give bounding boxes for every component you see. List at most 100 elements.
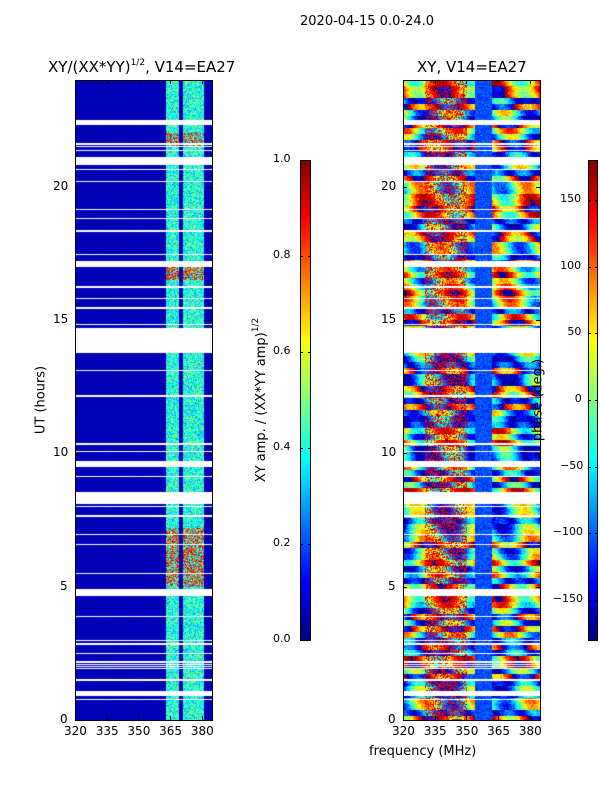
colorbar-tick-label: 50: [567, 325, 582, 339]
y-tick-mark-right: [208, 186, 212, 188]
x-tick-mark-top: [106, 80, 108, 84]
phase-colorbar-label: phase (deg.): [530, 358, 546, 442]
colorbar-tick-mark: [595, 200, 598, 201]
colorbar-tick-label: 0.0: [273, 632, 291, 645]
y-tick-mark: [75, 320, 79, 321]
x-tick-mark-top: [529, 80, 531, 84]
colorbar-tick-mark: [588, 400, 591, 401]
colorbar-tick-label: −50: [560, 458, 584, 472]
x-tick-mark: [106, 716, 108, 720]
y-tick-label: 15: [381, 312, 397, 326]
y-tick-mark: [75, 720, 79, 721]
right-axes-frame: [403, 80, 541, 721]
x-tick-label: 365: [487, 724, 511, 738]
x-tick-mark-top: [403, 80, 404, 84]
colorbar-tick-label: 0.6: [273, 344, 291, 357]
colorbar-tick-mark: [300, 544, 303, 545]
phase-heatmap: [403, 80, 540, 720]
phase-colorbar: [588, 160, 598, 640]
right-plot-title: XY, V14=EA27: [417, 58, 527, 76]
x-tick-mark: [138, 716, 140, 720]
x-tick-mark: [75, 716, 76, 720]
colorbar-tick-mark: [588, 466, 591, 468]
amplitude-colorbar-frame: [300, 160, 311, 641]
left-ylabel: UT (hours): [33, 365, 49, 435]
y-tick-mark-right: [536, 320, 540, 321]
x-tick-mark-top: [170, 80, 172, 84]
x-tick-mark-top: [466, 80, 468, 84]
x-tick-label: 335: [95, 724, 119, 738]
colorbar-tick-mark: [588, 200, 591, 201]
colorbar-tick-mark: [588, 533, 591, 535]
y-tick-mark: [403, 586, 407, 588]
x-tick-label: 380: [190, 724, 214, 738]
y-tick-label: 15: [53, 312, 69, 326]
y-tick-label: 20: [381, 178, 397, 193]
x-tick-label: 380: [518, 724, 542, 738]
x-tick-mark: [201, 716, 203, 720]
x-tick-mark: [498, 716, 500, 720]
y-tick-mark: [403, 453, 407, 455]
colorbar-tick-mark: [588, 266, 591, 268]
cb0-label-sup: 1/2: [251, 317, 261, 333]
y-tick-mark-right: [536, 453, 540, 455]
colorbar-tick-mark: [308, 544, 311, 545]
y-tick-label: 20: [53, 178, 69, 193]
colorbar-tick-mark: [308, 448, 311, 449]
colorbar-tick-mark: [300, 448, 303, 449]
x-tick-label: 350: [455, 724, 479, 738]
suptitle: 2020-04-15 0.0-24.0: [300, 14, 434, 29]
left-axes-frame: [75, 80, 213, 721]
colorbar-tick-mark: [308, 160, 311, 161]
colorbar-tick-mark: [595, 266, 598, 268]
colorbar-tick-mark: [588, 333, 591, 335]
colorbar-tick-mark: [300, 352, 303, 353]
x-tick-label: 320: [392, 724, 415, 738]
y-tick-mark: [403, 720, 407, 721]
left-title-sup: 1/2: [130, 58, 146, 68]
colorbar-tick-label: 100: [560, 258, 582, 272]
left-title-main: XY/(XX*YY): [48, 58, 131, 76]
colorbar-tick-mark: [308, 352, 311, 353]
left-title-rest: , V14=EA27: [145, 58, 236, 76]
x-tick-mark: [170, 716, 172, 720]
xlabel: frequency (MHz): [369, 744, 477, 759]
x-tick-mark: [403, 716, 404, 720]
colorbar-tick-label: 1.0: [273, 152, 291, 165]
y-tick-mark: [75, 186, 79, 188]
colorbar-tick-label: −100: [552, 525, 584, 539]
x-tick-mark: [434, 716, 436, 720]
y-tick-label: 0: [60, 712, 68, 726]
colorbar-tick-mark: [588, 600, 591, 601]
colorbar-tick-mark: [300, 160, 303, 161]
colorbar-tick-label: −150: [552, 592, 584, 605]
y-tick-mark-right: [208, 320, 212, 321]
y-tick-label: 10: [381, 445, 397, 460]
x-tick-label: 365: [159, 724, 183, 738]
x-tick-mark-top: [75, 80, 76, 84]
y-tick-label: 5: [388, 578, 396, 593]
colorbar-tick-label: 0: [574, 392, 582, 405]
colorbar-tick-label: 150: [560, 192, 582, 205]
amplitude-colorbar-label: XY amp. / (XX*YY amp)1/2: [251, 318, 269, 482]
colorbar-tick-label: 0.2: [273, 536, 291, 549]
colorbar-tick-mark: [595, 333, 598, 335]
colorbar-tick-mark: [300, 256, 303, 257]
x-tick-mark: [466, 716, 468, 720]
amplitude-heatmap: [75, 80, 212, 720]
x-tick-mark: [529, 716, 531, 720]
x-tick-mark-top: [201, 80, 203, 84]
colorbar-tick-mark: [300, 640, 303, 641]
colorbar-tick-mark: [308, 640, 311, 641]
x-tick-label: 320: [64, 724, 87, 738]
y-tick-mark-right: [536, 720, 540, 721]
y-tick-label: 5: [60, 578, 68, 593]
amplitude-colorbar: [300, 160, 310, 640]
y-tick-mark-right: [208, 453, 212, 455]
x-tick-label: 335: [423, 724, 447, 738]
y-tick-label: 10: [53, 445, 69, 460]
colorbar-tick-label: 0.8: [273, 248, 291, 261]
y-tick-mark-right: [208, 720, 212, 721]
colorbar-tick-mark: [595, 600, 598, 601]
